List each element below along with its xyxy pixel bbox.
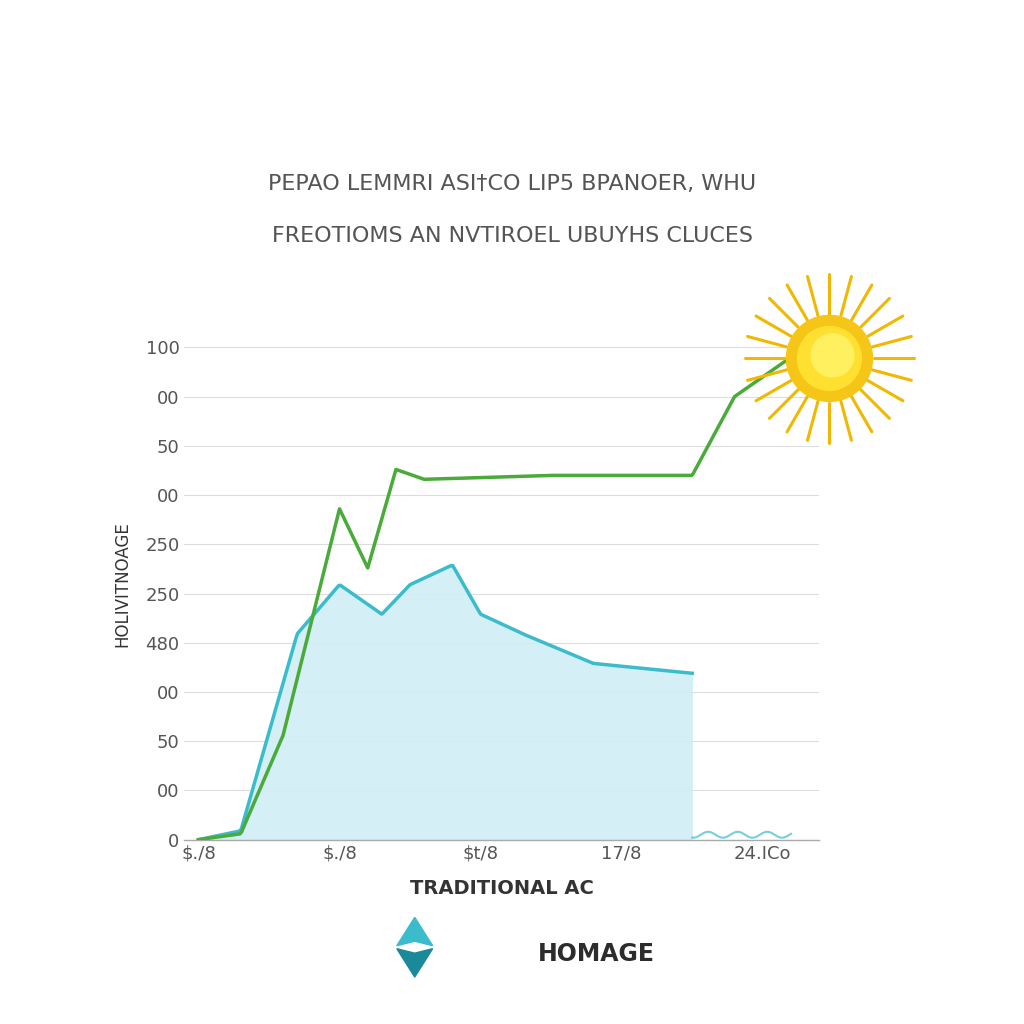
Polygon shape xyxy=(397,918,433,946)
Circle shape xyxy=(786,315,872,401)
Y-axis label: HOLIVITNOAGE: HOLIVITNOAGE xyxy=(114,521,131,646)
Circle shape xyxy=(811,334,854,377)
Polygon shape xyxy=(397,948,433,977)
Text: PEPAO LEMMRI ASI†CO LIP5 BPANOER, WHU: PEPAO LEMMRI ASI†CO LIP5 BPANOER, WHU xyxy=(268,174,756,195)
X-axis label: TRADITIONAL AC: TRADITIONAL AC xyxy=(410,880,594,898)
Text: HOMAGE: HOMAGE xyxy=(538,942,654,967)
Circle shape xyxy=(798,327,861,390)
Polygon shape xyxy=(199,565,692,840)
Text: FREOTIOMS AN NVTIROEL UBUYHS CLUCES: FREOTIOMS AN NVTIROEL UBUYHS CLUCES xyxy=(271,225,753,246)
